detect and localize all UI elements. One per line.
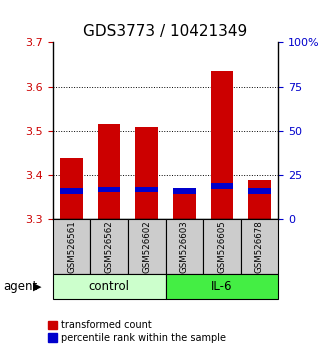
Text: GSM526605: GSM526605 bbox=[217, 221, 226, 273]
Bar bbox=[211, 183, 233, 189]
Text: GSM526562: GSM526562 bbox=[105, 221, 114, 273]
Text: ▶: ▶ bbox=[33, 282, 42, 292]
Bar bbox=[128, 219, 166, 274]
Bar bbox=[166, 219, 203, 274]
Bar bbox=[173, 188, 196, 219]
Bar bbox=[203, 219, 241, 274]
Text: GSM526561: GSM526561 bbox=[67, 221, 76, 273]
Bar bbox=[241, 219, 278, 274]
Bar bbox=[173, 188, 196, 194]
Bar bbox=[248, 188, 270, 194]
Text: GSM526603: GSM526603 bbox=[180, 221, 189, 273]
Bar bbox=[53, 219, 90, 274]
Bar bbox=[90, 219, 128, 274]
Bar bbox=[61, 188, 83, 194]
Text: control: control bbox=[89, 280, 130, 293]
Text: GSM526678: GSM526678 bbox=[255, 221, 264, 273]
Text: agent: agent bbox=[3, 280, 37, 293]
Bar bbox=[211, 71, 233, 219]
Bar bbox=[98, 124, 120, 219]
Bar bbox=[61, 158, 83, 219]
Text: GSM526602: GSM526602 bbox=[142, 221, 151, 273]
Bar bbox=[135, 127, 158, 219]
Bar bbox=[166, 274, 278, 299]
Title: GDS3773 / 10421349: GDS3773 / 10421349 bbox=[83, 23, 248, 39]
Bar bbox=[98, 187, 120, 192]
Bar bbox=[135, 187, 158, 192]
Text: IL-6: IL-6 bbox=[211, 280, 232, 293]
Legend: transformed count, percentile rank within the sample: transformed count, percentile rank withi… bbox=[48, 320, 225, 343]
Bar bbox=[248, 179, 270, 219]
Bar bbox=[53, 274, 166, 299]
